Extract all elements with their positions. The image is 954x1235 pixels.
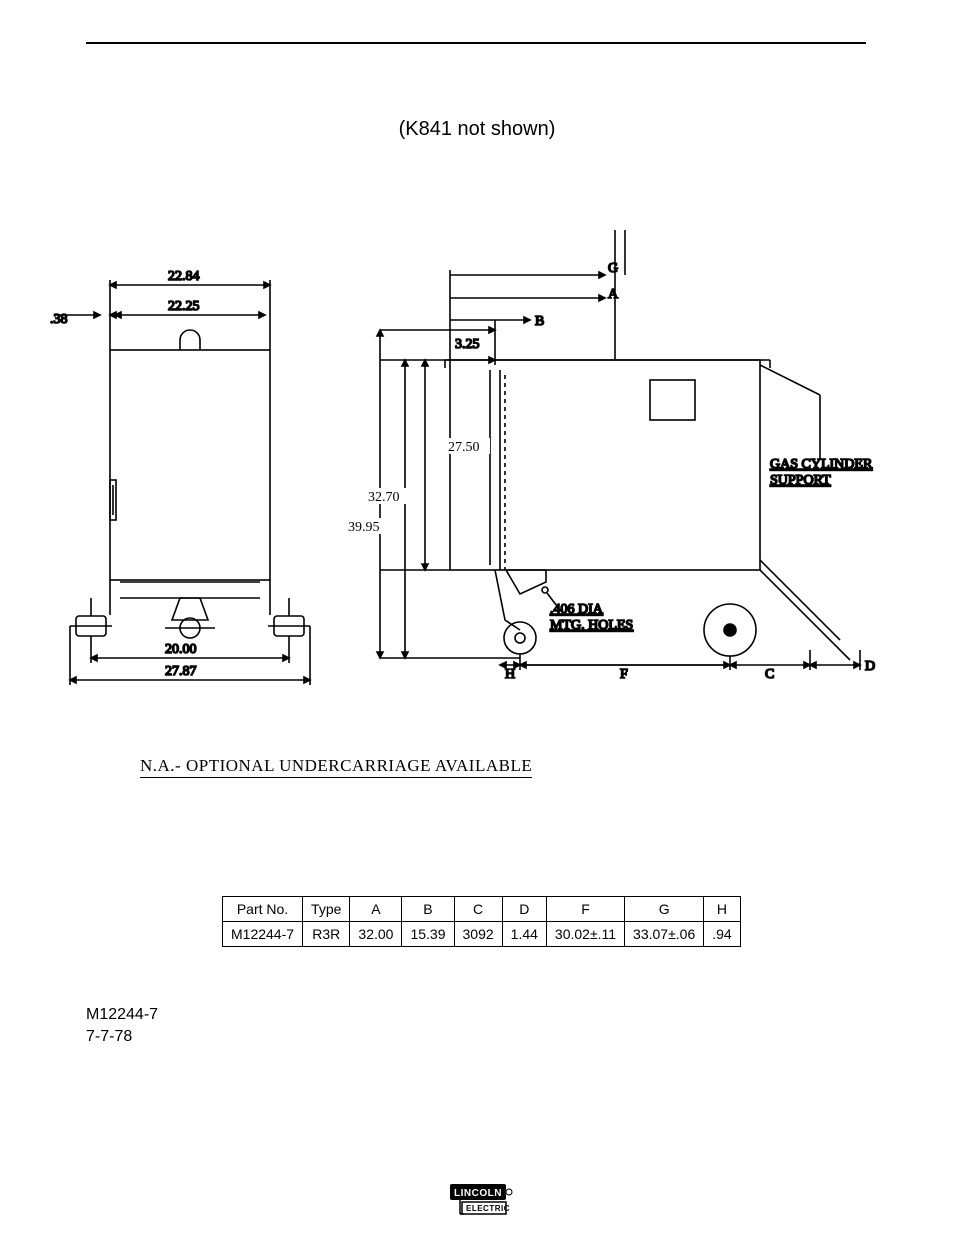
- footer-part-no: M12244-7: [86, 1004, 158, 1026]
- col-type: Type: [303, 897, 350, 922]
- label-support: SUPPORT: [770, 473, 831, 488]
- footer-block: M12244-7 7-7-78: [86, 1004, 158, 1047]
- dim-3-25: 3.25: [455, 337, 480, 352]
- cell-b: 15.39: [402, 922, 454, 947]
- dimension-drawing: 22.84 22.25 .38 20.00: [50, 220, 880, 700]
- col-c: C: [454, 897, 502, 922]
- cell-type: R3R: [303, 922, 350, 947]
- label-mtg-holes: MTG. HOLES: [550, 618, 633, 633]
- letter-f: F: [620, 667, 628, 682]
- cell-h: .94: [704, 922, 740, 947]
- col-f: F: [546, 897, 624, 922]
- dim-27-50-b: 27.50: [448, 440, 480, 455]
- table-header-row: Part No. Type A B C D F G H: [223, 897, 741, 922]
- dim-22-25: 22.25: [168, 299, 200, 314]
- col-b: B: [402, 897, 454, 922]
- letter-c: C: [765, 667, 774, 682]
- dim-32-70-b: 32.70: [368, 490, 400, 505]
- dim-39-95-b: 39.95: [348, 520, 380, 535]
- letter-g: G: [608, 261, 618, 276]
- cell-g: 33.07±.06: [625, 922, 704, 947]
- letter-h: H: [505, 667, 515, 682]
- letter-d: D: [865, 659, 875, 674]
- cell-a: 32.00: [350, 922, 402, 947]
- dimensions-table: Part No. Type A B C D F G H M12244-7 R3R…: [222, 896, 741, 947]
- dim-20-00: 20.00: [165, 642, 197, 657]
- col-d: D: [502, 897, 546, 922]
- header-rule: [86, 42, 866, 44]
- logo-sub: ELECTRIC: [466, 1204, 510, 1213]
- col-a: A: [350, 897, 402, 922]
- label-gas-cylinder: GAS CYLINDER: [770, 457, 873, 472]
- cell-d: 1.44: [502, 922, 546, 947]
- col-g: G: [625, 897, 704, 922]
- cell-f: 30.02±.11: [546, 922, 624, 947]
- dim-38: .38: [50, 312, 68, 327]
- label-mtg-dia: .406 DIA: [550, 602, 604, 617]
- dim-27-87: 27.87: [165, 664, 197, 679]
- optional-undercarriage-note: N.A.- OPTIONAL UNDERCARRIAGE AVAILABLE: [140, 756, 532, 778]
- col-h: H: [704, 897, 740, 922]
- col-part-no: Part No.: [223, 897, 303, 922]
- lincoln-electric-logo: LINCOLN ELECTRIC: [450, 1184, 514, 1218]
- logo-brand: LINCOLN: [454, 1188, 502, 1199]
- letter-a: A: [608, 287, 619, 302]
- table-row: M12244-7 R3R 32.00 15.39 3092 1.44 30.02…: [223, 922, 741, 947]
- subtitle-text: (K841 not shown): [0, 118, 954, 141]
- letter-b: B: [535, 314, 544, 329]
- footer-date: 7-7-78: [86, 1026, 158, 1048]
- cell-part-no: M12244-7: [223, 922, 303, 947]
- dim-22-84: 22.84: [168, 269, 200, 284]
- cell-c: 3092: [454, 922, 502, 947]
